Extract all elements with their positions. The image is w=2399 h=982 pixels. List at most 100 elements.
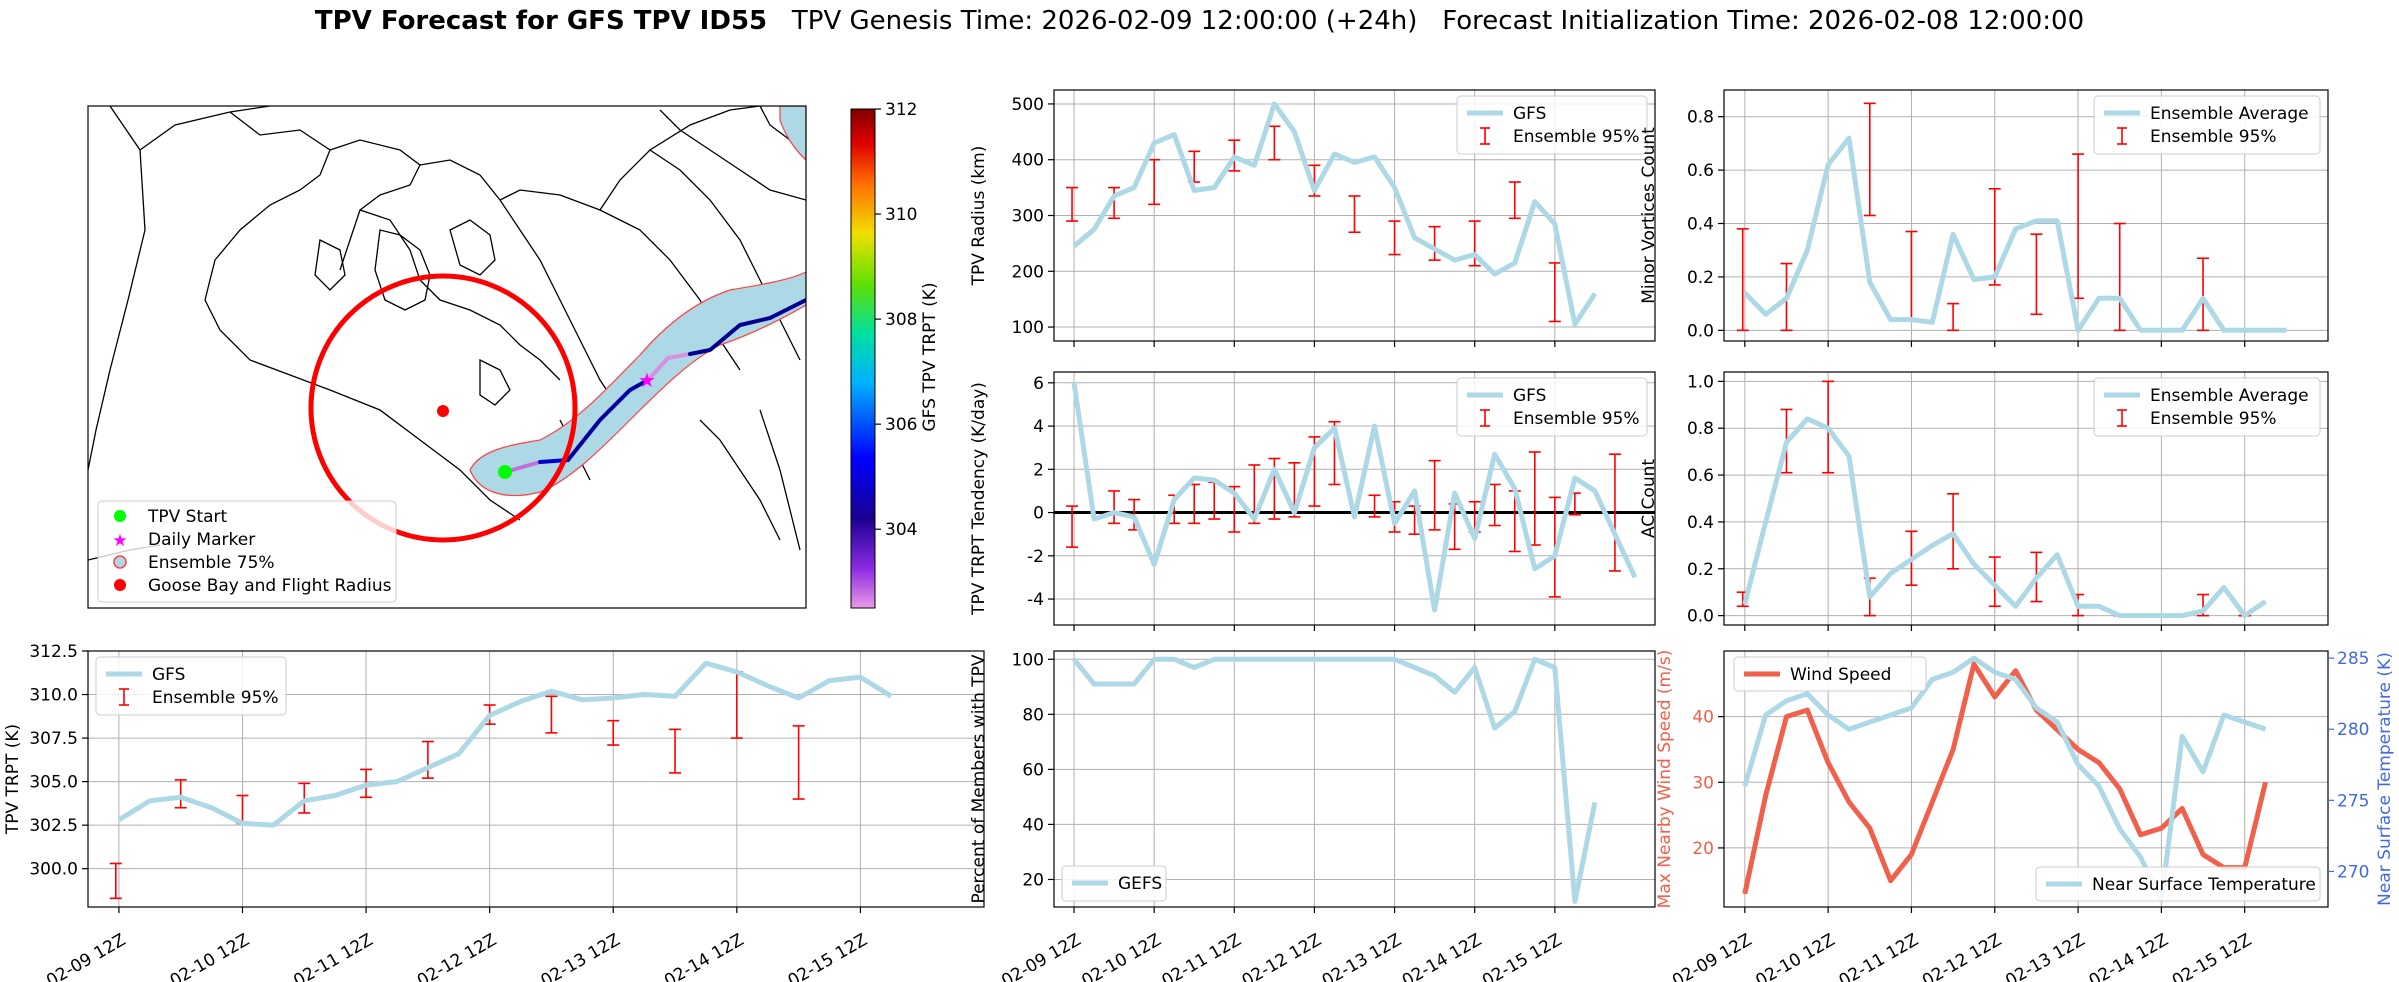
- errorbar: [1428, 225, 1441, 261]
- errorbar: [174, 779, 187, 809]
- legend-wind-label: Wind Speed: [1790, 665, 1891, 685]
- plot-area-ac: [1736, 380, 2267, 619]
- y-tick-label: 305.0: [29, 773, 78, 793]
- axes-frame: [1723, 89, 2329, 342]
- errorbar: [1863, 102, 1876, 217]
- x-tick-label: 02-15 12Z: [2169, 930, 2255, 982]
- legend-radius: GFS Ensemble 95%: [1456, 95, 1648, 155]
- plot-area-members: [1072, 656, 1598, 904]
- y-tick-label: 0.0: [1687, 607, 1714, 627]
- errorbar: [298, 782, 311, 814]
- legend-box: [1733, 656, 1927, 692]
- chart-tendency: -4 -2 0 2 4 6 TPV TRPT Tendency (K/day) GFS Ense…: [969, 371, 1656, 631]
- x-tick-label: 02-14 12Z: [661, 930, 747, 982]
- x-tick-label: 02-13 12Z: [1319, 930, 1405, 982]
- series-line-gefs: [1072, 656, 1598, 904]
- y-axis-label: TPV Radius (km): [969, 146, 989, 287]
- y-tick-label: 0.2: [1687, 268, 1714, 288]
- legend-label: GFS: [1513, 104, 1546, 124]
- y-tick-label: 0.8: [1687, 419, 1714, 439]
- x-tick-label: 02-10 12Z: [167, 930, 253, 982]
- colorbar-gradient: [850, 108, 876, 609]
- plot-area-radius: [1066, 101, 1597, 327]
- legend-label: Ensemble 95%: [1513, 127, 1640, 147]
- errorbar: [792, 725, 805, 800]
- axes-frame: [1723, 650, 2329, 908]
- y-tick-label-right: 270: [2337, 862, 2369, 882]
- tpv-start-marker: [498, 465, 512, 479]
- y-tick-label: 400: [1012, 151, 1044, 171]
- title-init: Forecast Initialization Time: 2026-02-08…: [1442, 6, 2085, 36]
- legend-trpt: GFS Ensemble 95%: [95, 656, 287, 716]
- y-tick-label: 30: [1692, 773, 1714, 793]
- axes-frame: [1723, 371, 2329, 626]
- y-tick-label: 310.0: [29, 686, 78, 706]
- legend-label: GFS: [1513, 386, 1546, 406]
- legend-start-icon: [114, 510, 126, 522]
- y-tick-label: 307.5: [29, 729, 78, 749]
- legend-ensemble-label: Ensemble 75%: [148, 553, 275, 573]
- errorbar: [669, 728, 682, 774]
- errorbar: [1108, 490, 1121, 525]
- x-tick-label: 02-09 12Z: [43, 930, 129, 982]
- figure-title: TPV Forecast for GFS TPV ID55 TPV Genesi…: [0, 6, 2399, 36]
- legend-start-label: TPV Start: [147, 507, 228, 527]
- legend-tendency: GFS Ensemble 95%: [1456, 377, 1648, 437]
- chart-trpt: 300.0 302.5 305.0 307.5 310.0 312.5 02-09 12Z 0…: [3, 642, 985, 982]
- x-tick-label: 02-14 12Z: [2086, 930, 2172, 982]
- legend-box: [2035, 866, 2321, 902]
- x-tick-label: 02-15 12Z: [785, 930, 871, 982]
- errorbar: [730, 671, 743, 739]
- x-tick-label: 02-09 12Z: [998, 930, 1084, 982]
- map-legend: ★ TPV Start Daily Marker Ensemble 75% Go…: [97, 500, 397, 603]
- x-tick-label: 02-11 12Z: [1836, 930, 1922, 982]
- x-tick-label: 02-14 12Z: [1399, 930, 1485, 982]
- y-tick-label: 200: [1012, 262, 1044, 282]
- x-tick-label: 02-12 12Z: [414, 930, 500, 982]
- errorbar: [1388, 220, 1401, 256]
- y-tick-label: 312.5: [29, 642, 78, 662]
- legend-ensemble-icon: [113, 555, 127, 569]
- y-tick-label: 4: [1033, 417, 1044, 437]
- axes-frame: [1053, 371, 1656, 626]
- colorbar: 304 306 308 310 312 GFS TPV TRPT (K): [850, 100, 940, 609]
- series-line-ensemble-average: [1742, 416, 2267, 619]
- legend-ac: Ensemble Average Ensemble 95%: [2093, 377, 2321, 437]
- daily-marker: ★: [638, 368, 656, 392]
- chart-ac: 0.0 0.2 0.4 0.6 0.8 1.0 AC Count Ensemble Avera…: [1639, 371, 2329, 631]
- y-axis-label: Minor Vortices Count: [1639, 127, 1659, 304]
- plot-area-trpt: [109, 660, 893, 900]
- legend-label: Ensemble 95%: [152, 688, 279, 708]
- colorbar-label: GFS TPV TRPT (K): [920, 282, 940, 431]
- series-line-gfs: [1071, 382, 1638, 613]
- errorbar: [1905, 230, 1918, 321]
- y-tick-label: 0.4: [1687, 215, 1714, 235]
- y-tick-label: 1.0: [1687, 372, 1714, 392]
- colorbar-tick-label: 304: [885, 520, 917, 540]
- y-tick-label-right: 280: [2337, 720, 2369, 740]
- y-axis-label-right: Near Surface Temperature (K): [2375, 652, 2395, 906]
- x-tick-label: 02-13 12Z: [537, 930, 623, 982]
- series-line-near-surface-temperature: [1742, 655, 2267, 903]
- errorbar: [1188, 483, 1201, 525]
- y-tick-label: 0.6: [1687, 161, 1714, 181]
- errorbar: [607, 719, 620, 746]
- x-tick-label: 02-15 12Z: [1479, 930, 1565, 982]
- axes-frame: [1053, 650, 1656, 908]
- y-tick-label: 0: [1033, 504, 1044, 524]
- series-line-gfs: [117, 660, 893, 828]
- x-tick-label: 02-10 12Z: [1752, 930, 1838, 982]
- legend-box: [95, 656, 287, 716]
- axes-frame: [87, 650, 985, 908]
- legend-box: [1456, 377, 1648, 437]
- legend-goosebay-label: Goose Bay and Flight Radius: [148, 576, 392, 596]
- x-tick-label: 02-11 12Z: [290, 930, 376, 982]
- chart-radius: 100 200 300 400 500 TPV Radius (km) GFS Ensembl…: [969, 89, 1656, 347]
- x-tick-label: 02-13 12Z: [2002, 930, 2088, 982]
- legend-box: [2093, 377, 2321, 437]
- plot-area-tendency: [1054, 382, 1655, 613]
- legend-label: Ensemble 95%: [1513, 409, 1640, 429]
